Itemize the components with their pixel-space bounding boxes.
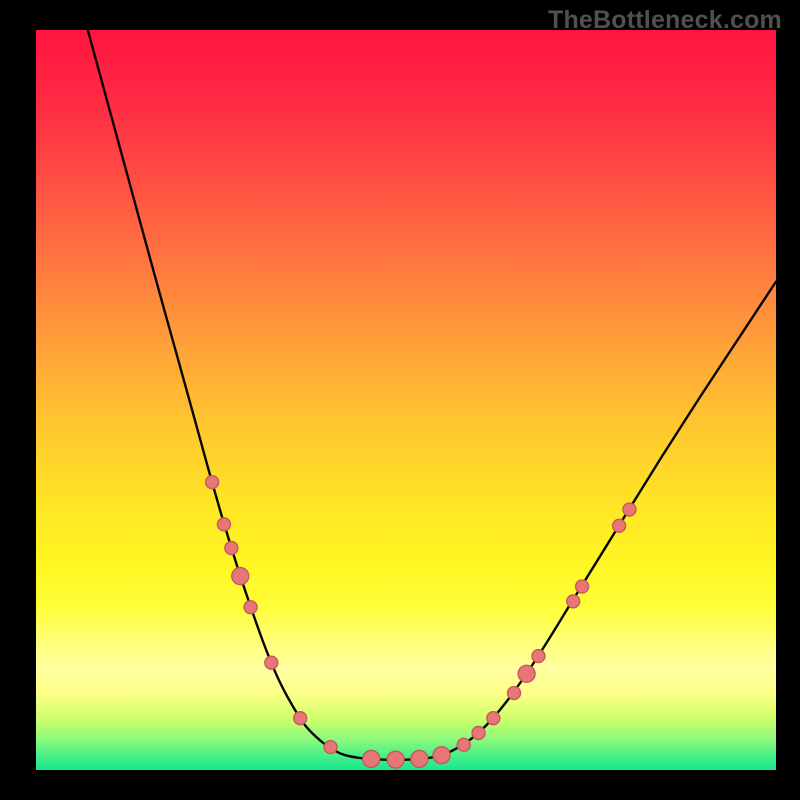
marker-dot bbox=[411, 750, 428, 767]
marker-dot bbox=[294, 712, 307, 725]
marker-dot bbox=[217, 518, 230, 531]
marker-dot bbox=[613, 519, 626, 532]
marker-dot bbox=[244, 601, 257, 614]
marker-dot bbox=[363, 750, 380, 767]
marker-dot bbox=[387, 751, 404, 768]
marker-dot bbox=[567, 595, 580, 608]
chart-stage: TheBottleneck.com bbox=[0, 0, 800, 800]
marker-dot bbox=[206, 476, 219, 489]
marker-group bbox=[206, 476, 636, 769]
marker-dot bbox=[518, 665, 535, 682]
marker-dot bbox=[472, 727, 485, 740]
marker-dot bbox=[232, 568, 249, 585]
curve-layer bbox=[36, 30, 776, 770]
marker-dot bbox=[324, 741, 337, 754]
marker-dot bbox=[576, 580, 589, 593]
marker-dot bbox=[225, 542, 238, 555]
v-curve bbox=[88, 30, 776, 760]
marker-dot bbox=[433, 747, 450, 764]
marker-dot bbox=[487, 712, 500, 725]
marker-dot bbox=[508, 687, 521, 700]
marker-dot bbox=[623, 503, 636, 516]
watermark-text: TheBottleneck.com bbox=[548, 6, 782, 35]
plot-area bbox=[36, 30, 776, 770]
marker-dot bbox=[457, 738, 470, 751]
marker-dot bbox=[265, 656, 278, 669]
marker-dot bbox=[532, 650, 545, 663]
